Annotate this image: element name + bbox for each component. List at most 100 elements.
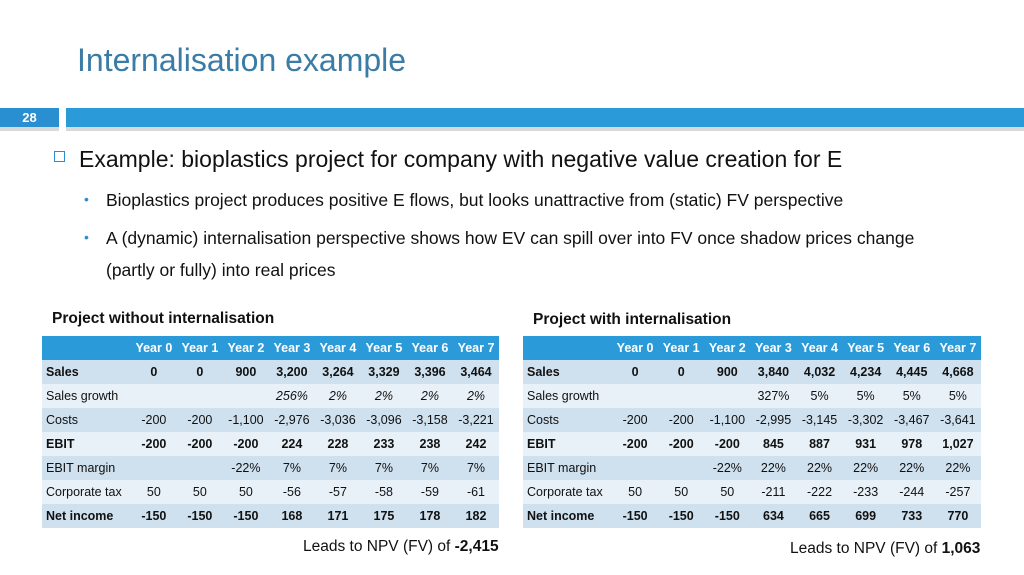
table-cell: -3,302 bbox=[842, 408, 889, 432]
table-cell bbox=[130, 456, 177, 480]
table-cell: 770 bbox=[934, 504, 981, 528]
table-cell: 845 bbox=[750, 432, 797, 456]
table-cell: -200 bbox=[176, 408, 223, 432]
row-label: Net income bbox=[42, 504, 131, 528]
table-cell: 50 bbox=[704, 480, 751, 504]
table-cell: -56 bbox=[268, 480, 315, 504]
table-cell: 256% bbox=[268, 384, 315, 408]
table-header-cell: Year 4 bbox=[796, 336, 843, 360]
slide-number: 28 bbox=[0, 108, 59, 127]
table-cell: 0 bbox=[612, 360, 659, 384]
table-header-cell: Year 4 bbox=[314, 336, 361, 360]
table-cell: 931 bbox=[842, 432, 889, 456]
table-cell: -211 bbox=[750, 480, 797, 504]
table-cell: -200 bbox=[612, 408, 659, 432]
table-cell: 3,264 bbox=[314, 360, 361, 384]
row-label: Sales bbox=[42, 360, 131, 384]
table-cell: -200 bbox=[222, 432, 269, 456]
table-header-cell: Year 3 bbox=[750, 336, 797, 360]
table-header-cell: Year 5 bbox=[360, 336, 407, 360]
right-npv: Leads to NPV (FV) of 1,063 bbox=[790, 540, 980, 558]
table-cell: 7% bbox=[406, 456, 453, 480]
row-label: EBIT bbox=[42, 432, 131, 456]
table-row: Net income -150 -150 -150 634 665 699 733 770 bbox=[523, 504, 981, 528]
table-cell: 22% bbox=[934, 456, 981, 480]
table-cell: -2,976 bbox=[268, 408, 315, 432]
table-cell: 7% bbox=[360, 456, 407, 480]
table-cell: 22% bbox=[796, 456, 843, 480]
table-cell: 50 bbox=[658, 480, 705, 504]
row-label: Corporate tax bbox=[42, 480, 131, 504]
row-label: EBIT bbox=[523, 432, 613, 456]
table-cell bbox=[658, 384, 705, 408]
table-cell: -200 bbox=[658, 408, 705, 432]
table-cell: -57 bbox=[314, 480, 361, 504]
table-cell: 327% bbox=[750, 384, 797, 408]
table-cell: -3,641 bbox=[934, 408, 981, 432]
table-cell: -59 bbox=[406, 480, 453, 504]
row-label: EBIT margin bbox=[42, 456, 131, 480]
table-header-cell bbox=[523, 336, 613, 360]
table-cell: -222 bbox=[796, 480, 843, 504]
table-header-cell: Year 1 bbox=[658, 336, 705, 360]
table-cell: -3,145 bbox=[796, 408, 843, 432]
table-cell: 4,032 bbox=[796, 360, 843, 384]
table-cell: 7% bbox=[268, 456, 315, 480]
table-cell: 3,329 bbox=[360, 360, 407, 384]
table-row: EBIT -200 -200 -200 845 887 931 978 1,027 bbox=[523, 432, 981, 456]
table-cell: 22% bbox=[842, 456, 889, 480]
table-cell bbox=[612, 456, 659, 480]
table-cell: 900 bbox=[222, 360, 269, 384]
table-row: Costs -200 -200 -1,100 -2,976 -3,036 -3,096 -3,… bbox=[42, 408, 499, 432]
table-header-cell: Year 0 bbox=[612, 336, 659, 360]
title-divider-bar bbox=[66, 108, 1024, 127]
table-cell: -61 bbox=[452, 480, 499, 504]
table-cell: -3,221 bbox=[452, 408, 499, 432]
table-cell: 22% bbox=[750, 456, 797, 480]
table-cell: -22% bbox=[222, 456, 269, 480]
table-cell: 2% bbox=[360, 384, 407, 408]
left-table: Year 0 Year 1 Year 2 Year 3 Year 4 Year 5 Year… bbox=[42, 336, 499, 528]
table-row: Net income -150 -150 -150 168 171 175 178 182 bbox=[42, 504, 499, 528]
table-cell: 224 bbox=[268, 432, 315, 456]
table-cell: 4,445 bbox=[888, 360, 935, 384]
sub-bullet-1: Bioplastics project produces positive E … bbox=[106, 190, 844, 210]
table-row: Costs -200 -200 -1,100 -2,995 -3,145 -3,302 -3,… bbox=[523, 408, 981, 432]
title-divider-shadow bbox=[66, 127, 1024, 131]
table-cell: -200 bbox=[704, 432, 751, 456]
table-cell: -233 bbox=[842, 480, 889, 504]
table-cell: 242 bbox=[452, 432, 499, 456]
table-cell: -200 bbox=[612, 432, 659, 456]
table-cell bbox=[704, 384, 751, 408]
table-cell: -200 bbox=[130, 432, 177, 456]
table-cell: 0 bbox=[176, 360, 223, 384]
dot-bullet-icon: • bbox=[84, 229, 89, 245]
table-cell: -3,158 bbox=[406, 408, 453, 432]
table-row: Corporate tax 50 50 50 -56 -57 -58 -59 -61 bbox=[42, 480, 499, 504]
right-npv-label: Leads to NPV (FV) of bbox=[790, 540, 942, 557]
dot-bullet-icon: • bbox=[84, 191, 89, 207]
table-cell: 634 bbox=[750, 504, 797, 528]
table-cell: -257 bbox=[934, 480, 981, 504]
table-cell: -150 bbox=[612, 504, 659, 528]
table-header-cell: Year 3 bbox=[268, 336, 315, 360]
square-bullet-icon bbox=[54, 151, 65, 162]
table-cell: 0 bbox=[658, 360, 705, 384]
table-cell: -22% bbox=[704, 456, 751, 480]
table-row: EBIT -200 -200 -200 224 228 233 238 242 bbox=[42, 432, 499, 456]
row-label: Sales growth bbox=[42, 384, 131, 408]
table-cell: 168 bbox=[268, 504, 315, 528]
table-cell: 2% bbox=[406, 384, 453, 408]
table-cell: 4,234 bbox=[842, 360, 889, 384]
table-cell: 228 bbox=[314, 432, 361, 456]
row-label: Costs bbox=[42, 408, 131, 432]
table-cell: 1,027 bbox=[934, 432, 981, 456]
table-cell: 900 bbox=[704, 360, 751, 384]
table-cell: 2% bbox=[452, 384, 499, 408]
table-cell: 22% bbox=[888, 456, 935, 480]
table-cell: 5% bbox=[796, 384, 843, 408]
slide-number-shadow bbox=[0, 127, 59, 131]
table-cell: 233 bbox=[360, 432, 407, 456]
table-header-cell: Year 1 bbox=[176, 336, 223, 360]
table-header-cell: Year 6 bbox=[406, 336, 453, 360]
